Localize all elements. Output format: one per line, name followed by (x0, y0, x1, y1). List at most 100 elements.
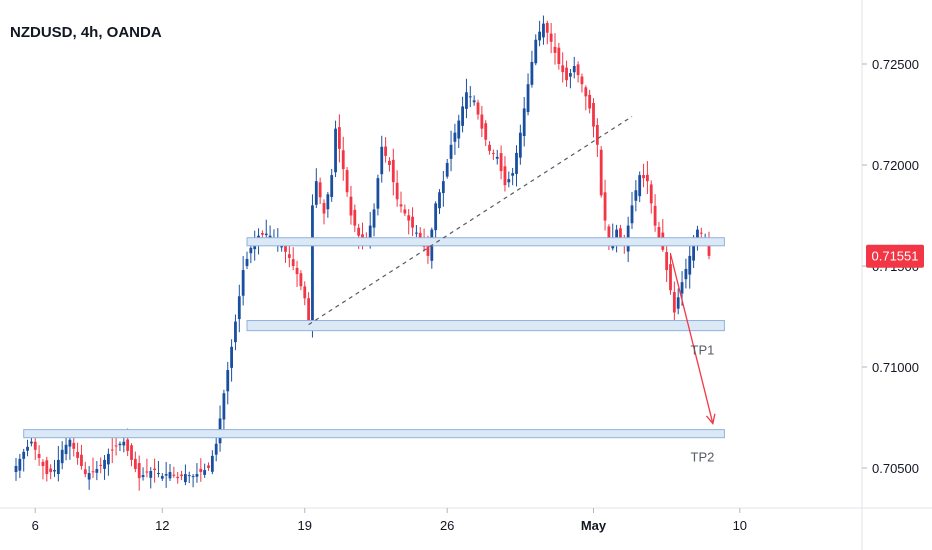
price-tick-label: 0.72500 (872, 57, 919, 72)
candle (415, 225, 418, 237)
candle (322, 199, 326, 225)
candle (157, 460, 160, 478)
candle (60, 441, 64, 470)
candle (341, 136, 345, 181)
candle (230, 339, 233, 382)
candle (245, 251, 249, 269)
candle (191, 473, 195, 488)
current-price-tag-bg (866, 244, 924, 268)
tp-labels: TP1 TP2 (691, 343, 715, 465)
price-tick-label: 0.70500 (872, 461, 919, 476)
target-arrow-head (705, 413, 716, 426)
candle (511, 167, 515, 186)
candle (37, 445, 41, 466)
drawings-layer (23, 116, 725, 439)
candle (518, 124, 522, 165)
candle (345, 167, 349, 197)
candle (338, 114, 341, 163)
candle (699, 227, 703, 238)
candle (503, 156, 507, 192)
candle (83, 461, 87, 478)
candle (488, 141, 491, 155)
candle (672, 281, 676, 322)
candle (549, 23, 553, 54)
candle (449, 130, 453, 172)
candle (153, 458, 156, 483)
candle (653, 194, 657, 232)
candle (103, 455, 106, 480)
candle (472, 95, 476, 106)
target-arrow[interactable] (669, 253, 714, 424)
candle (172, 466, 176, 478)
candle (133, 451, 137, 473)
candle (210, 450, 214, 475)
candle (145, 458, 149, 478)
candle (203, 463, 207, 478)
candle (468, 86, 472, 108)
time-axis[interactable]: 6 12 19 26 May 10 (0, 507, 932, 533)
candle (295, 260, 299, 287)
candle (461, 96, 464, 133)
candle (430, 227, 434, 269)
candle (411, 207, 414, 237)
candle (561, 52, 565, 83)
candle (642, 163, 645, 188)
candle (168, 464, 172, 482)
candle (49, 464, 53, 480)
candle (441, 171, 445, 207)
candle (399, 191, 403, 213)
candle (22, 448, 26, 472)
candle (14, 458, 18, 481)
candle (530, 50, 534, 88)
candle (395, 170, 399, 207)
candle (118, 441, 122, 452)
candle (45, 456, 49, 482)
candle (646, 161, 649, 195)
candle (599, 146, 603, 198)
time-tick-label: May (581, 518, 607, 533)
candle (311, 194, 314, 338)
candle (499, 145, 503, 180)
candle (207, 462, 210, 471)
candle (438, 189, 441, 214)
tp1-zone[interactable] (246, 320, 725, 332)
candle (53, 459, 56, 477)
candle (630, 191, 634, 229)
candle (130, 443, 133, 467)
candle (141, 467, 145, 481)
candle (453, 123, 457, 155)
candle (445, 158, 449, 179)
time-tick-label: 19 (298, 518, 312, 533)
candle (299, 270, 303, 291)
time-tick-label: 10 (733, 518, 747, 533)
zone-label-tp1: TP1 (691, 343, 715, 358)
candle (507, 171, 511, 188)
candle (195, 463, 199, 483)
candle (187, 471, 191, 484)
candle (176, 472, 180, 484)
candle (18, 453, 22, 479)
candle (557, 42, 561, 70)
candle (684, 258, 688, 289)
candle (384, 137, 387, 163)
candle (391, 148, 395, 196)
candle (122, 437, 126, 453)
candle (214, 436, 218, 462)
candle (137, 455, 141, 491)
time-tick-label: 26 (440, 518, 454, 533)
candle (495, 149, 499, 165)
candle (457, 114, 461, 148)
symbol-title: NZDUSD, 4h, OANDA (10, 24, 162, 41)
tp2-zone[interactable] (23, 429, 725, 439)
candle (580, 73, 584, 93)
candle (26, 439, 29, 457)
candle (68, 436, 72, 460)
resistance-zone[interactable] (246, 237, 725, 247)
candle (522, 96, 526, 147)
time-tick-label: 6 (32, 518, 39, 533)
trendline[interactable] (308, 116, 633, 326)
candle (480, 106, 484, 138)
candle (676, 288, 680, 315)
